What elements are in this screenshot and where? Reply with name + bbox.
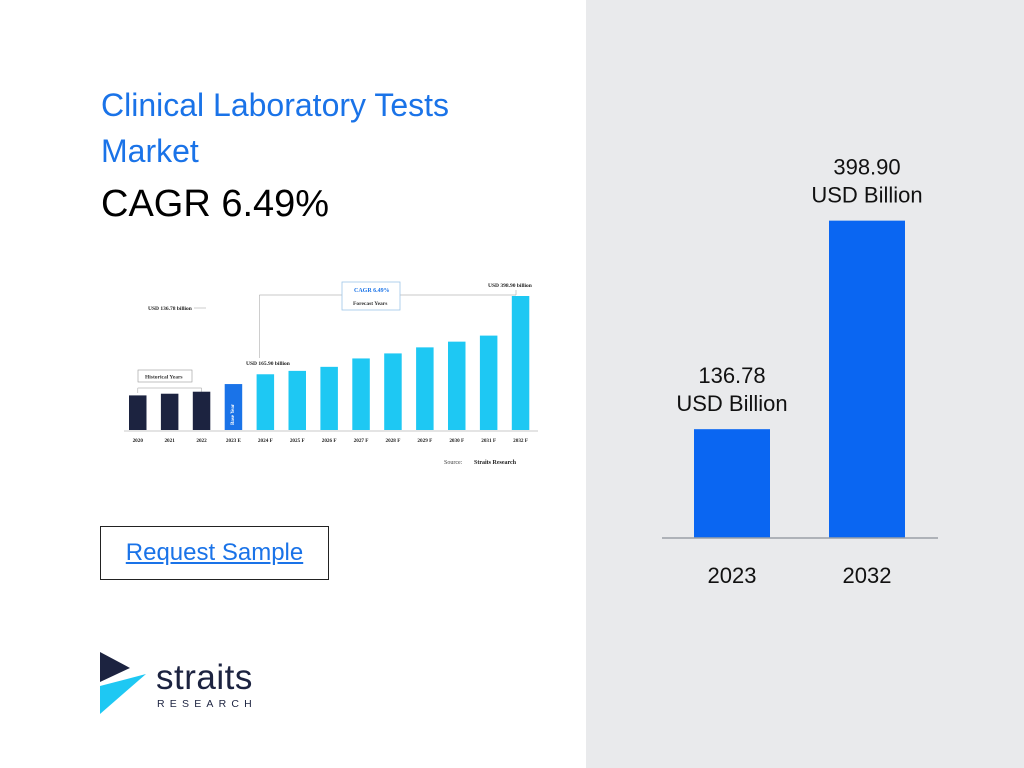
thumb-tick-2024-F: 2024 F [258, 438, 273, 444]
thumb-bar-2020 [129, 395, 147, 430]
thumb-bar-2023-E [224, 384, 243, 430]
thumb-bar-2027-F [352, 358, 370, 430]
thumb-tick-2021: 2021 [164, 438, 175, 444]
thumb-bar-2022 [192, 391, 211, 430]
thumb-tick-2026-F: 2026 F [322, 438, 337, 444]
thumb-annotation-start: USD 136.78 billion [148, 306, 192, 312]
thumb-bar-2028-F [384, 353, 402, 430]
thumb-tick-2029-F: 2029 F [417, 438, 432, 444]
thumb-forecast-label: Forecast Years [353, 301, 387, 307]
cagr-heading: CAGR 6.49% [101, 183, 330, 225]
thumb-annotation-mid: USD 165.90 billion [246, 361, 290, 367]
thumb-historical-box [137, 369, 193, 383]
thumb-annotation-lines [137, 290, 517, 393]
main-category-label-2023: 2023 [708, 563, 757, 588]
thumb-cagr-box [341, 281, 401, 311]
thumb-bar-2021 [160, 393, 179, 430]
thumb-cagr-label: CAGR 6.49% [354, 288, 390, 294]
thumb-source-name: Straits Research [474, 460, 517, 466]
main-bars: 136.78 USD Billion 2023 398.90 USD Billion 20… [676, 155, 922, 588]
logo-arrow-icon [100, 652, 146, 714]
right-panel [586, 0, 1024, 768]
thumb-bars [129, 296, 530, 430]
thumb-historical-label: Historical Years [145, 375, 183, 381]
thumb-tick-2025-F: 2025 F [290, 438, 305, 444]
thumb-bar-2026-F [320, 366, 338, 430]
thumb-tick-2027-F: 2027 F [354, 438, 369, 444]
main-value-label-2032: 398.90 [833, 155, 900, 180]
thumb-bar-2032-F [511, 296, 530, 430]
main-bar-chart: 136.78 USD Billion 2023 398.90 USD Billion 20… [662, 155, 938, 588]
thumb-tick-2020: 2020 [133, 438, 144, 444]
thumb-tick-2032-F: 2032 F [513, 438, 528, 444]
request-sample-button[interactable]: Request Sample [100, 526, 329, 580]
thumb-tick-2030-F: 2030 F [449, 438, 464, 444]
thumb-annotation-end: USD 398.90 billion [488, 283, 532, 289]
thumb-base-year-label: Base Year [231, 403, 236, 425]
main-category-label-2032: 2032 [843, 563, 892, 588]
logo-wordmark: straits [156, 658, 253, 697]
thumb-tick-2022: 2022 [196, 438, 207, 444]
page-title: Clinical Laboratory Tests Market [101, 87, 450, 169]
thumbnail-chart: 2020 2021 2022 2023 E 2024 F 2025 F 2026 F 2027… [124, 281, 538, 466]
straits-logo: straits RESEARCH [100, 652, 270, 716]
thumb-tick-2028-F: 2028 F [386, 438, 401, 444]
thumb-bar-2030-F [448, 341, 466, 430]
thumb-tick-2031-F: 2031 F [481, 438, 496, 444]
thumb-source-label: Source: [444, 460, 463, 466]
logo-tagline: RESEARCH [157, 698, 257, 710]
thumb-tick-labels: 2020 2021 2022 2023 E 2024 F 2025 F 2026 F 2027… [133, 438, 528, 444]
thumb-bar-2029-F [416, 347, 434, 430]
thumb-bar-2031-F [479, 335, 498, 430]
thumb-bar-2025-F [288, 370, 306, 430]
thumb-bar-2024-F [256, 374, 275, 430]
main-unit-label-2023: USD Billion [676, 391, 787, 416]
thumb-tick-2023-E: 2023 E [226, 438, 242, 444]
request-sample-label: Request Sample [125, 539, 304, 566]
main-unit-label-2032: USD Billion [811, 183, 922, 208]
main-bar-2023 [694, 429, 770, 538]
main-value-label-2023: 136.78 [698, 363, 765, 388]
main-bar-2032 [829, 220, 905, 538]
